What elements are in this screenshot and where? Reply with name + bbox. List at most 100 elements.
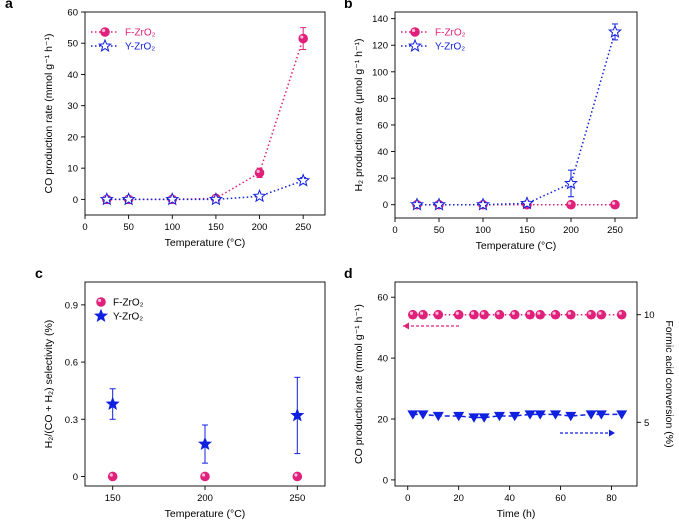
panel-d-series-1-point-15-shine: [618, 311, 622, 315]
panel-d-series-1-point-13-shine: [588, 311, 592, 315]
panel-a-ytick-label: 60: [67, 8, 78, 19]
panel-b-ytick-label: 80: [377, 94, 388, 105]
panel-d-series-1-point-3: [433, 309, 444, 320]
panel-d-series-1-point-9: [525, 309, 535, 320]
panel-d-xtick-label: 80: [606, 493, 617, 504]
panel-a-series-2-point-4: [208, 192, 223, 206]
panel-d-series-2-point-11: [549, 410, 561, 420]
panel-d-series-2-point-10: [534, 410, 546, 420]
panel-d-series-1-axis-arrow-head: [403, 322, 409, 330]
panel-a-ytick-label: 40: [67, 70, 78, 81]
panel-a-xtick-label: 100: [164, 222, 180, 233]
panel-c-series-2-point-1: [105, 396, 120, 410]
panel-c-xtick-label: 200: [197, 493, 213, 504]
panel-b-xtick-label: 150: [519, 225, 535, 236]
panel-d-series-1-point-8-shine: [511, 311, 515, 315]
panel-d-series-1-point-10-shine: [537, 311, 541, 315]
panel-d-series-1-point-11-body: [550, 309, 561, 320]
panel-b-series-2-point-3: [475, 197, 491, 211]
panel-a-series-1-point-5-body: [254, 168, 265, 178]
panel-d-series-1-point-12: [565, 309, 576, 320]
panel-d-series-2-point-13: [585, 410, 597, 420]
panel-d-xtick-label: 40: [504, 493, 515, 504]
panel-d-xtick-label: 20: [453, 493, 464, 504]
panel-d-ytick-label: 0: [383, 475, 388, 486]
panel-a-series-1-legend-marker-body: [100, 27, 110, 37]
panel-b-series-1-point-5-shine: [568, 201, 572, 205]
panel-d-series-1-point-4-shine: [455, 311, 459, 315]
panel-b-series-1-legend-marker-shine: [412, 28, 416, 33]
panel-d-series-2-point-1: [407, 410, 419, 420]
panel-a-xtick-label: 0: [82, 222, 87, 233]
panel-d-series-2-point-7: [493, 411, 505, 422]
panel-d-series-1-point-5: [469, 309, 479, 320]
panel-d-series-1-point-2: [418, 309, 428, 320]
panel-d-series-1-point-13: [586, 309, 596, 320]
panel-b-series-1-legend-marker-body: [410, 27, 420, 37]
panel-b-series-1-point-5-body: [566, 199, 576, 210]
panel-b-series-1-legend-label: F-ZrO₂: [435, 28, 466, 39]
panel-c-series-1-point-3-shine: [294, 473, 298, 477]
panel-a-letter: a: [5, 0, 13, 11]
panel-c-series-1-legend-marker: [96, 297, 106, 307]
panel-d-series-1-point-11: [550, 309, 561, 320]
panel-d-series-2-point-4: [453, 411, 465, 422]
panel-b-series-1-point-5: [566, 199, 576, 210]
panel-d-series-2-point-15: [616, 410, 628, 420]
panel-d-series-1-point-6-shine: [481, 311, 485, 315]
panel-d-series-2-point-14: [595, 410, 607, 420]
panel-d-series-2-point-3: [432, 411, 444, 422]
panel-d-series-1-point-7: [494, 309, 505, 320]
panel-c-x-axis-label: Temperature (°C): [165, 508, 246, 520]
panel-a-series-2-point-6: [296, 173, 311, 187]
panel-b-series-2-point-4: [519, 196, 535, 210]
panel-a-series-1-point-6-body: [298, 33, 308, 44]
panel-b-ytick-label: 140: [372, 14, 388, 25]
panel-c-letter: c: [35, 265, 43, 281]
panel-d-series-1-point-11-shine: [552, 311, 556, 315]
panel-d-y2-axis-label: Formic acid conversion (%): [663, 320, 675, 447]
panel-d-series-1-point-9-shine: [527, 311, 531, 315]
panel-d-xtick-label: 60: [555, 493, 566, 504]
panel-d-frame: [394, 281, 638, 487]
panel-c-ytick-label: 0.3: [65, 415, 78, 426]
panel-c-series-1-point-1-body: [107, 471, 118, 482]
panel-b-series-1-point-6-body: [610, 199, 620, 210]
panel-d-series-1-point-2-shine: [420, 311, 424, 315]
panel-b-xtick-label: 50: [434, 225, 445, 236]
panel-d-series-1-point-10: [535, 309, 545, 320]
panel-b-series-2-point-5: [563, 176, 579, 190]
panel-c-series-1-point-1: [107, 471, 118, 482]
panel-a-series-1-point-5: [254, 168, 265, 178]
panel-d-series-1-point-15-body: [616, 309, 627, 320]
panel-d-y2tick-label: 10: [644, 310, 655, 321]
panel-b-xtick-label: 0: [392, 225, 397, 236]
panel-c-series-1-point-1-shine: [109, 473, 113, 477]
panel-d-series-1-point-5-shine: [470, 311, 475, 315]
panel-c-y-axis-label: H₂/(CO + H₂) selectivity (%): [43, 320, 55, 449]
panel-d-ytick-label: 60: [377, 293, 388, 304]
panel-b-xtick-label: 100: [475, 225, 491, 236]
panel-a-series-2-point-1: [99, 192, 114, 206]
panel-d-series-1-point-1-shine: [409, 311, 414, 315]
panel-d-ytick-label: 20: [377, 415, 388, 426]
panel-c-series-1-point-3-body: [292, 471, 303, 482]
panel-d-series-1-point-3-body: [433, 309, 444, 320]
panel-c-series-2-point-3: [290, 408, 305, 422]
panel-d-series-1-point-12-body: [565, 309, 576, 320]
panel-a-series-2-legend-label: Y-ZrO₂: [125, 42, 155, 53]
panel-a-series-1-line: [106, 38, 304, 201]
panel-d-series-1-point-2-body: [418, 309, 428, 320]
panel-c-ytick-label: 0: [73, 472, 78, 483]
panel-a-xtick-label: 150: [208, 222, 224, 233]
panel-a-x-axis-label: Temperature (°C): [165, 237, 246, 249]
panel-a-ytick-label: 30: [67, 101, 78, 112]
panel-d-series-1-point-10-body: [535, 309, 545, 320]
panel-b-x-axis-label: Temperature (°C): [476, 240, 557, 252]
panel-c-series-2-legend-label: Y-ZrO₂: [113, 312, 143, 323]
panel-b-ytick-label: 120: [372, 41, 388, 52]
panel-d-series-2-point-6: [478, 413, 490, 423]
panel-d-series-1-point-6-body: [479, 309, 489, 320]
panel-c-series-1-point-3: [292, 471, 303, 482]
